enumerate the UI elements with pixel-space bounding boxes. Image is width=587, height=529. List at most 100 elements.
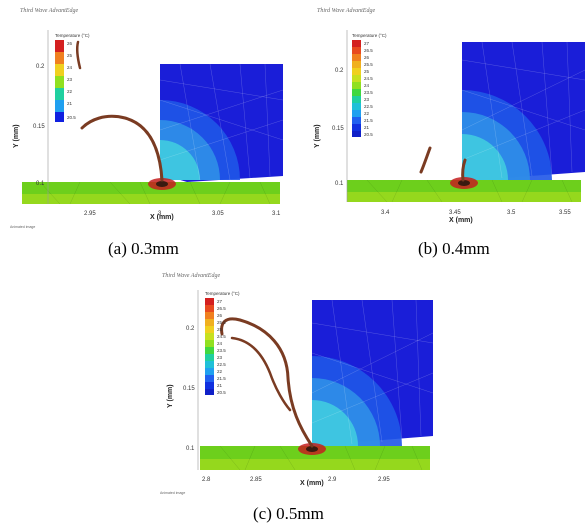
software-title: Third Wave AdvantEdge xyxy=(20,8,78,14)
y-axis: 0.2 0.15 0.1 Y (mm) xyxy=(314,30,348,202)
legend-title: Temperature (°C) xyxy=(55,33,90,38)
legend-value: 21.5 xyxy=(364,118,373,123)
software-title: Third Wave AdvantEdge xyxy=(162,273,220,279)
simulation-plot-a: Third Wave AdvantEdge Temperature (°C) 2… xyxy=(10,8,284,229)
chip xyxy=(461,158,467,182)
y-axis-label: Y (mm) xyxy=(314,124,321,148)
y-tick: 0.1 xyxy=(36,181,45,187)
simulation-plot-b: Third Wave AdvantEdge Temperature (°C) xyxy=(314,8,586,224)
y-tick: 0.2 xyxy=(335,68,344,74)
temperature-legend: Temperature (°C) 26 25 24 23 22 21 20.5 xyxy=(55,33,90,122)
x-tick: 2.95 xyxy=(84,211,96,217)
legend-value: 25.5 xyxy=(217,320,226,325)
workpiece-mesh xyxy=(219,445,423,471)
legend-value: 23 xyxy=(217,355,223,360)
legend-value: 26 xyxy=(364,55,370,60)
legend-value: 21 xyxy=(217,383,223,388)
tool-heat-zone-inner xyxy=(312,400,358,446)
x-axis: 2.95 3 3.05 3.1 X (mm) xyxy=(84,211,281,221)
legend-value: 20.5 xyxy=(217,390,226,395)
legend-value: 27 xyxy=(217,299,223,304)
legend-value: 23 xyxy=(67,77,73,82)
x-tick: 3.4 xyxy=(381,210,390,216)
chip xyxy=(80,114,164,182)
y-tick: 0.15 xyxy=(33,124,45,130)
legend-value: 25 xyxy=(67,53,73,58)
x-axis: 2.8 2.85 2.9 2.95 X (mm) xyxy=(202,477,390,487)
x-tick: 3 xyxy=(158,211,162,217)
panel-b: Third Wave AdvantEdge Temperature (°C) xyxy=(297,0,587,235)
legend-value: 22.5 xyxy=(364,104,373,109)
legend-value: 21 xyxy=(364,125,370,130)
chip-fragment xyxy=(419,146,432,174)
x-axis-label: X (mm) xyxy=(449,217,473,224)
legend-value: 24.5 xyxy=(217,334,226,339)
x-tick: 3.1 xyxy=(272,211,281,217)
legend-value: 20.5 xyxy=(67,115,76,120)
tool-heat-zone-inner xyxy=(462,134,508,180)
image-note: Animated image xyxy=(160,491,185,495)
legend-value: 24 xyxy=(364,83,370,88)
image-note: Animated image xyxy=(10,225,35,229)
x-tick: 2.85 xyxy=(250,477,262,483)
x-axis-label: X (mm) xyxy=(150,214,174,221)
legend-value: 25 xyxy=(217,327,223,332)
legend-value: 23.5 xyxy=(217,348,226,353)
y-tick: 0.15 xyxy=(183,386,195,392)
legend-value: 21 xyxy=(67,101,73,106)
y-tick: 0.2 xyxy=(36,64,45,70)
legend-value: 24 xyxy=(67,65,73,70)
legend-value: 27 xyxy=(364,41,370,46)
x-tick: 3.5 xyxy=(507,210,516,216)
tool-mesh xyxy=(461,41,586,179)
legend-value: 23 xyxy=(364,97,370,102)
legend-value: 23.5 xyxy=(364,90,373,95)
x-tick: 3.45 xyxy=(449,210,461,216)
caption-c: (c) 0.5mm xyxy=(253,504,324,523)
legend-value: 26.5 xyxy=(364,48,373,53)
temperature-legend: Temperature (°C) 27 26.5 26 25.5 25 24.5… xyxy=(205,291,240,395)
caption-a: (a) 0.3mm xyxy=(108,239,179,258)
legend-value: 22 xyxy=(67,89,73,94)
simulation-plot-c: Third Wave AdvantEdge Temperature (°C) xyxy=(160,273,434,495)
legend-value: 22 xyxy=(364,111,370,116)
chip-fragment xyxy=(75,40,82,70)
legend-value: 25 xyxy=(364,69,370,74)
legend-value: 22.5 xyxy=(217,362,226,367)
x-tick: 3.05 xyxy=(212,211,224,217)
y-tick: 0.1 xyxy=(335,181,344,187)
legend-title: Temperature (°C) xyxy=(352,33,387,38)
x-tick: 2.9 xyxy=(328,477,337,483)
chip xyxy=(220,317,314,448)
y-tick: 0.2 xyxy=(186,326,195,332)
x-tick: 2.95 xyxy=(378,477,390,483)
y-axis-label: Y (mm) xyxy=(13,124,20,148)
x-tick: 3.55 xyxy=(559,210,571,216)
tool-heat-zone-inner xyxy=(160,140,200,180)
legend-value: 22 xyxy=(217,369,223,374)
panel-a: Third Wave AdvantEdge Temperature (°C) 2… xyxy=(0,0,290,235)
workpiece-mesh xyxy=(39,181,271,205)
y-axis: 0.2 0.15 0.1 Y (mm) xyxy=(13,30,49,204)
legend-value: 20.5 xyxy=(364,132,373,137)
legend-value: 26 xyxy=(67,41,73,46)
x-axis: 3.4 3.45 3.5 3.55 X (mm) xyxy=(381,210,571,224)
caption-b: (b) 0.4mm xyxy=(418,239,490,258)
tool-mesh xyxy=(311,299,434,445)
chip-curl xyxy=(230,336,292,412)
y-axis: 0.2 0.15 0.1 Y (mm) xyxy=(167,290,199,470)
legend-value: 26.5 xyxy=(217,306,226,311)
legend-value: 26 xyxy=(217,313,223,318)
legend-value: 24 xyxy=(217,341,223,346)
y-axis-label: Y (mm) xyxy=(167,384,174,408)
legend-value: 24.5 xyxy=(364,76,373,81)
temperature-legend: Temperature (°C) 27 26.5 26 25.5 25 24.5… xyxy=(352,33,387,137)
y-tick: 0.15 xyxy=(332,126,344,132)
y-tick: 0.1 xyxy=(186,446,195,452)
tool-mesh xyxy=(159,63,284,181)
x-axis-label: X (mm) xyxy=(300,480,324,487)
x-tick: 2.8 xyxy=(202,477,211,483)
workpiece-mesh xyxy=(366,179,573,203)
software-title: Third Wave AdvantEdge xyxy=(317,8,375,14)
panel-c: Third Wave AdvantEdge Temperature (°C) xyxy=(150,268,440,500)
